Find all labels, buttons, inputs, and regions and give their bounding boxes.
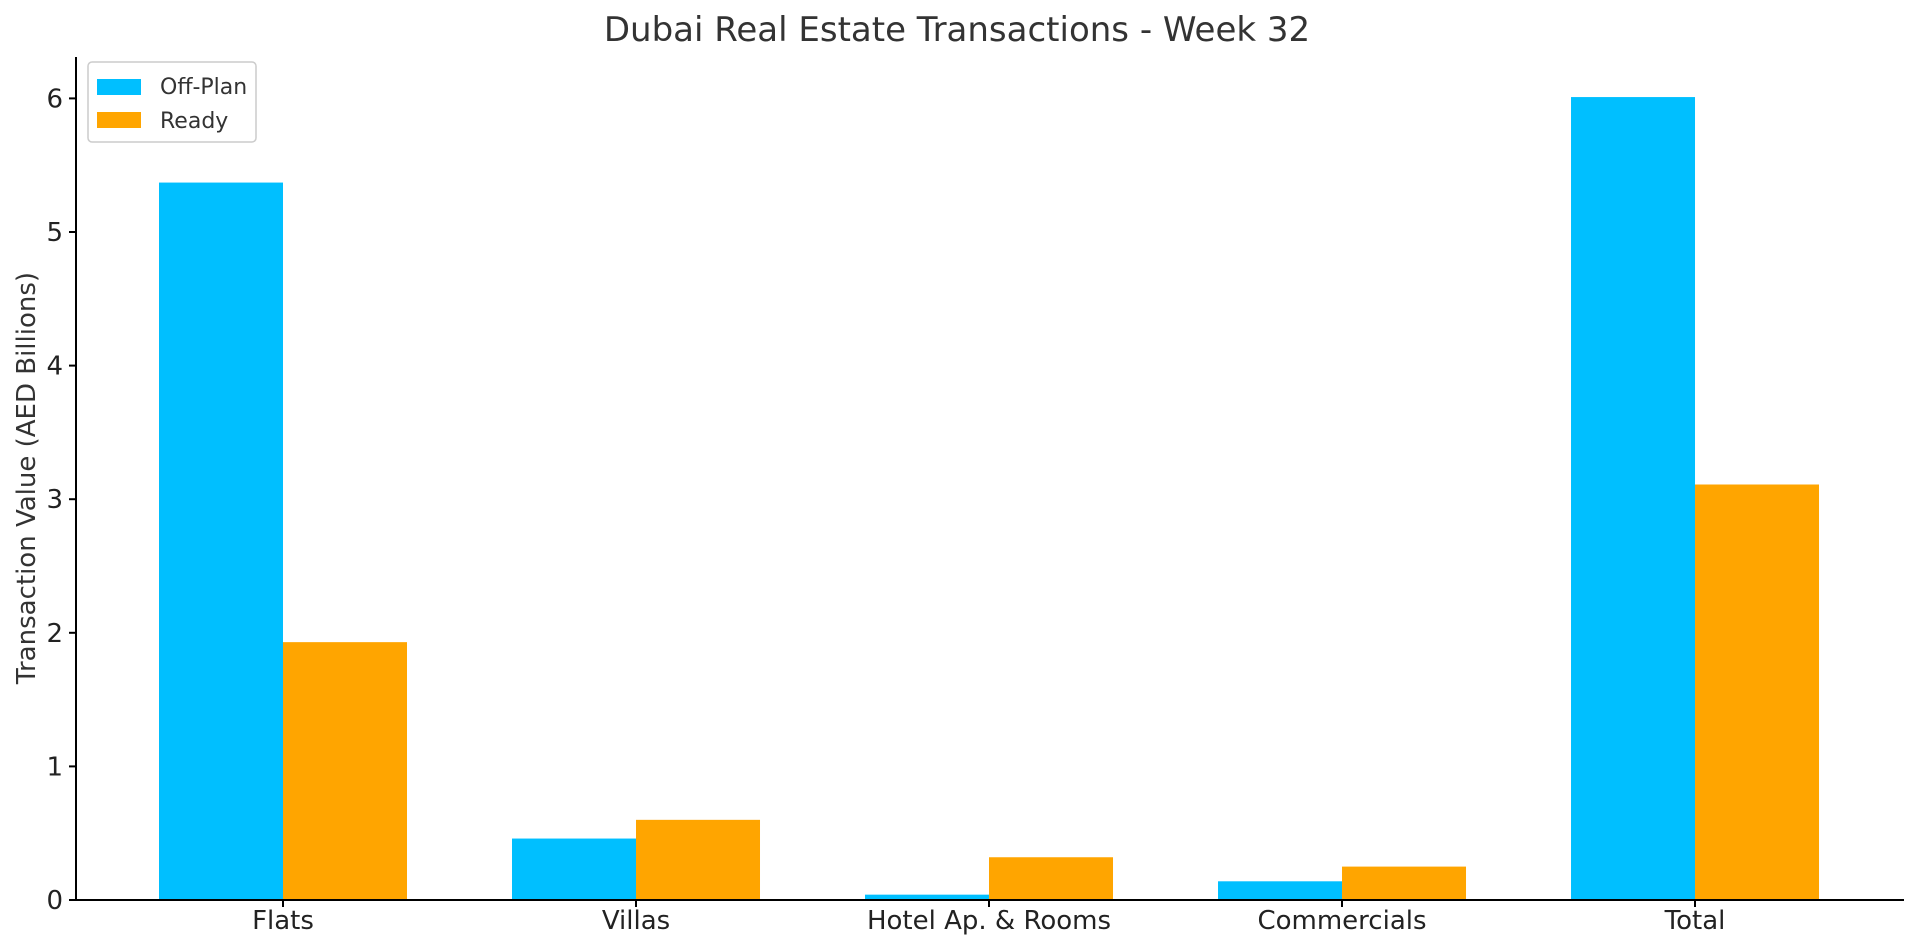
bar-off-plan-flats <box>159 182 283 900</box>
bar-off-plan-villas <box>512 838 637 900</box>
x-tick-group: Flats Villas Hotel Ap. & Rooms Commercials T… <box>252 900 1725 936</box>
y-tick-label-0: 0 <box>46 886 63 916</box>
bar-ready-total <box>1695 484 1820 900</box>
y-tick-label-6: 6 <box>46 84 63 114</box>
bar-off-plan-commercials <box>1218 881 1343 900</box>
x-tick-label-hotel-ap-rooms: Hotel Ap. & Rooms <box>867 906 1111 936</box>
y-axis-label: Transaction Value (AED Billions) <box>12 272 42 685</box>
legend-swatch-ready <box>97 112 141 128</box>
y-tick-label-1: 1 <box>46 752 63 782</box>
bar-off-plan-hotel-ap-rooms <box>865 894 990 900</box>
bar-ready-commercials <box>1342 866 1467 900</box>
bar-group <box>159 97 1820 900</box>
x-tick-label-commercials: Commercials <box>1257 906 1426 936</box>
bar-off-plan-total <box>1571 97 1696 900</box>
y-tick-label-4: 4 <box>46 352 63 382</box>
y-tick-label-3: 3 <box>46 485 63 515</box>
legend-label-ready: Ready <box>160 109 228 134</box>
legend-swatch-off-plan <box>97 79 141 95</box>
legend-label-off-plan: Off-Plan <box>160 75 247 100</box>
chart-title: Dubai Real Estate Transactions - Week 32 <box>604 10 1310 50</box>
bar-ready-hotel-ap-rooms <box>989 857 1114 900</box>
bar-ready-flats <box>283 642 407 900</box>
x-tick-label-total: Total <box>1664 906 1726 936</box>
x-tick-label-villas: Villas <box>602 906 670 936</box>
y-tick-label-5: 5 <box>46 218 63 248</box>
x-tick-label-flats: Flats <box>252 906 314 936</box>
y-tick-group: 0 1 2 3 4 5 6 <box>46 84 76 916</box>
bar-ready-villas <box>636 819 761 900</box>
y-tick-label-2: 2 <box>46 619 63 649</box>
legend: Off-Plan Ready <box>87 61 257 143</box>
